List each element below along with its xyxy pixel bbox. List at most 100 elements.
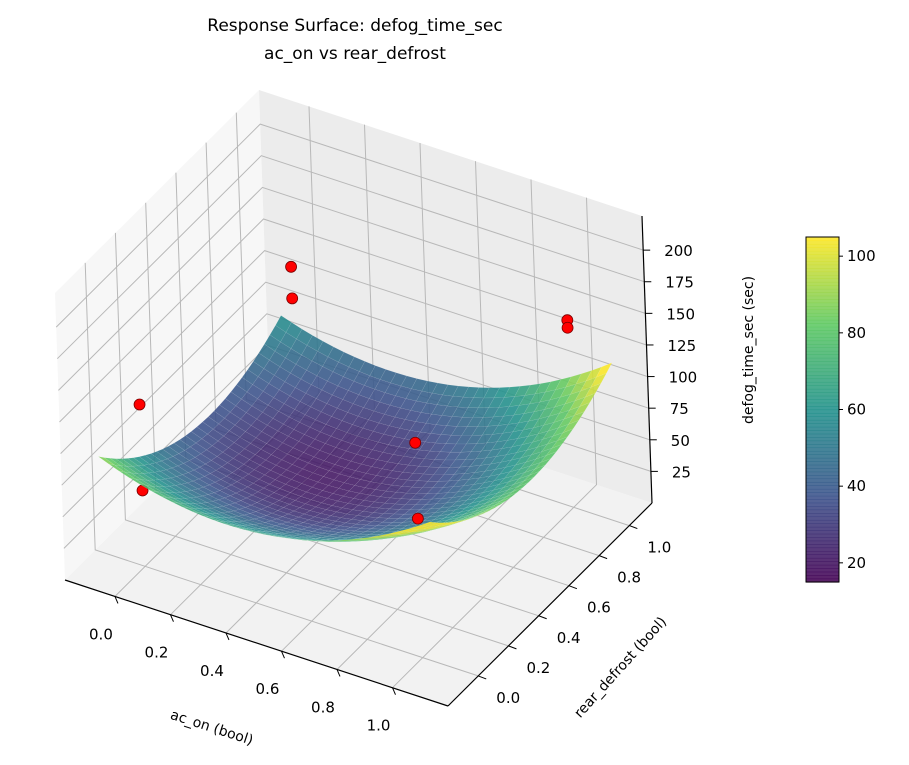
colorbar-segment [806, 364, 839, 369]
colorbar-segment [806, 530, 839, 535]
colorbar-segment [806, 457, 839, 462]
colorbar-segment [806, 354, 839, 359]
colorbar-segment [806, 509, 839, 514]
surface-patch [523, 471, 540, 482]
x-tick [281, 651, 285, 659]
surface-patch [443, 520, 460, 526]
y-tick [538, 615, 547, 620]
z-tick-label: 100 [669, 369, 698, 387]
z-tick-label: 125 [667, 337, 696, 355]
y-tick-label: 1.0 [647, 539, 671, 557]
colorbar-segment [806, 361, 839, 366]
colorbar-segment [806, 423, 839, 428]
surface-patch [448, 519, 465, 525]
colorbar-segment [806, 247, 839, 252]
colorbar-segment [806, 547, 839, 552]
colorbar-segment [806, 261, 839, 266]
y-tick-label: 0.2 [527, 659, 551, 677]
z-tick-label: 25 [672, 463, 691, 481]
colorbar-segment [806, 254, 839, 259]
y-tick [478, 675, 487, 680]
colorbar-segment [806, 523, 839, 528]
colorbar-segment [806, 288, 839, 293]
colorbar-segment [806, 278, 839, 283]
colorbar-segment [806, 264, 839, 269]
colorbar-segment [806, 464, 839, 469]
colorbar-segment [806, 409, 839, 414]
colorbar-segment [806, 440, 839, 445]
colorbar-segment [806, 568, 839, 573]
colorbar-segment [806, 326, 839, 331]
colorbar-segment [806, 516, 839, 521]
colorbar-segment [806, 433, 839, 438]
colorbar-segment [806, 454, 839, 459]
colorbar-segment [806, 309, 839, 314]
z-gridline [55, 123, 644, 328]
colorbar-segment [806, 557, 839, 562]
data-point [561, 321, 574, 334]
colorbar-segment [806, 319, 839, 324]
surface-patch [477, 508, 494, 516]
colorbar-segment [806, 316, 839, 321]
colorbar-segment [806, 475, 839, 480]
y-tick-label: 0.4 [557, 629, 581, 647]
colorbar-segment [806, 533, 839, 538]
colorbar-segment [806, 323, 839, 328]
colorbar-segment [806, 399, 839, 404]
colorbar-tick-label: 80 [847, 324, 866, 342]
z-tick-label: 50 [671, 432, 690, 450]
colorbar-segment [806, 312, 839, 317]
colorbar-segment [806, 419, 839, 424]
colorbar-segment [806, 302, 839, 307]
colorbar-segment [806, 340, 839, 345]
x-tick [170, 614, 174, 622]
z-tick-label: 75 [670, 400, 689, 418]
colorbar-segment [806, 513, 839, 518]
colorbar-segment [806, 306, 839, 311]
y-tick-label: 0.8 [617, 569, 641, 587]
colorbar-segment [806, 468, 839, 473]
x-gridline [392, 197, 598, 689]
colorbar-segment [806, 268, 839, 273]
surface-patch [431, 522, 448, 527]
colorbar-segment [806, 402, 839, 407]
colorbar-segment [806, 237, 839, 242]
colorbar-segment [806, 502, 839, 507]
x-tick-label: 0.2 [145, 644, 169, 662]
z-axis-label: defog_time_sec (sec) [741, 276, 757, 424]
colorbar-segment [806, 564, 839, 569]
left-pane [55, 90, 269, 580]
data-point [411, 512, 424, 525]
x-tick-label: 0.6 [256, 680, 280, 698]
surface-patch [573, 402, 591, 417]
z-gridline [61, 281, 649, 486]
colorbar-segment [806, 561, 839, 566]
colorbar-segment [806, 357, 839, 362]
z-gridline [59, 218, 647, 423]
axes: 0.0 0.2 0.4 0.6 0.8 1.0 0.0 0.2 0.4 0.6 0.8 1.0 25 50… [64, 215, 698, 735]
z-gridline [60, 250, 648, 454]
colorbar-segment [806, 506, 839, 511]
surface-patch [437, 521, 454, 527]
surface [98, 315, 613, 542]
y-tick [568, 585, 578, 590]
surface-patch [529, 464, 546, 476]
colorbar-segment [806, 412, 839, 417]
points-above-surface [133, 260, 574, 525]
colorbar-segment [806, 378, 839, 383]
colorbar-segment [806, 257, 839, 262]
chart-subtitle: ac_on vs rear_defrost [264, 44, 446, 64]
colorbar-segment [806, 430, 839, 435]
colorbar-segment [806, 554, 839, 559]
colorbar-segment [806, 388, 839, 393]
colorbar-segment [806, 292, 839, 297]
surface-patch [551, 436, 569, 449]
x-tick [114, 596, 119, 604]
colorbar-segment [806, 571, 839, 576]
colorbar-segment [806, 243, 839, 248]
x-axis-line [64, 579, 449, 707]
colorbar: 20 40 60 80 100 [805, 236, 876, 583]
x-tick-label: 0.8 [311, 698, 335, 716]
colorbar-segment [806, 416, 839, 421]
